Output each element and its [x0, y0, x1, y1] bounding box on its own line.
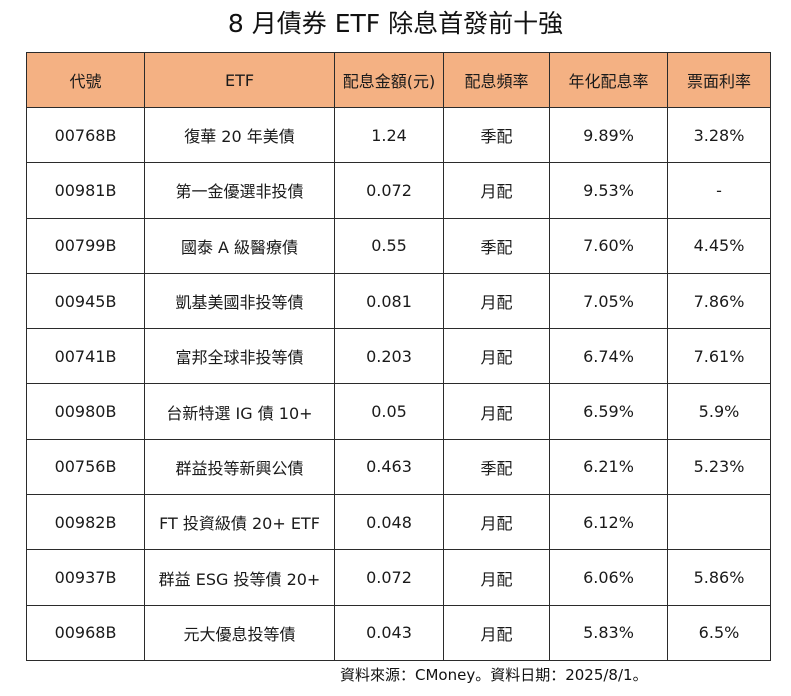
table-header-row: 代號 ETF 配息金額(元) 配息頻率 年化配息率 票面利率 [26, 52, 771, 108]
cell-dividend-amount: 0.072 [334, 162, 444, 219]
cell-code: 00768B [26, 106, 145, 164]
cell-dividend-amount: 0.048 [334, 494, 444, 551]
data-source-note: 資料來源：CMoney。資料日期：2025/8/1。 [340, 666, 648, 684]
cell-dividend-frequency: 月配 [443, 549, 550, 606]
cell-dividend-amount: 0.463 [334, 438, 444, 496]
cell-annualized-yield: 6.06% [549, 549, 668, 606]
cell-code: 00968B [26, 604, 145, 661]
cell-dividend-frequency: 月配 [443, 383, 550, 440]
cell-annualized-yield: 6.21% [549, 438, 668, 496]
cell-annualized-yield: 6.59% [549, 383, 668, 440]
cell-dividend-amount: 1.24 [334, 106, 444, 164]
cell-annualized-yield: 9.53% [549, 162, 668, 219]
cell-code: 00945B [26, 272, 145, 330]
cell-dividend-amount: 0.043 [334, 604, 444, 661]
header-dividend-amount: 配息金額(元) [334, 52, 444, 108]
cell-annualized-yield: 9.89% [549, 106, 668, 164]
cell-dividend-frequency: 季配 [443, 438, 550, 496]
cell-etf-name: 台新特選 IG 債 10+ [144, 383, 335, 440]
header-dividend-frequency: 配息頻率 [443, 52, 550, 108]
cell-etf-name: 凱基美國非投等債 [144, 272, 335, 330]
cell-annualized-yield: 6.12% [549, 494, 668, 551]
cell-dividend-frequency: 月配 [443, 272, 550, 330]
cell-dividend-frequency: 月配 [443, 604, 550, 661]
cell-coupon-rate: 4.45% [667, 217, 771, 274]
cell-code: 00981B [26, 162, 145, 219]
cell-etf-name: FT 投資級債 20+ ETF [144, 494, 335, 551]
cell-etf-name: 復華 20 年美債 [144, 106, 335, 164]
table-row: 00768B 復華 20 年美債 1.24 季配 9.89% 3.28% [26, 106, 771, 164]
cell-code: 00799B [26, 217, 145, 274]
cell-etf-name: 第一金優選非投債 [144, 162, 335, 219]
header-coupon-rate: 票面利率 [667, 52, 771, 108]
cell-code: 00980B [26, 383, 145, 440]
table-row: 00968B 元大優息投等債 0.043 月配 5.83% 6.5% [26, 604, 771, 661]
cell-coupon-rate: 3.28% [667, 106, 771, 164]
cell-code: 00982B [26, 494, 145, 551]
cell-annualized-yield: 7.60% [549, 217, 668, 274]
etf-dividend-table: 代號 ETF 配息金額(元) 配息頻率 年化配息率 票面利率 00768B 復華 … [26, 52, 771, 661]
cell-coupon-rate: 5.9% [667, 383, 771, 440]
cell-etf-name: 國泰 A 級醫療債 [144, 217, 335, 274]
cell-code: 00756B [26, 438, 145, 496]
cell-dividend-amount: 0.05 [334, 383, 444, 440]
cell-annualized-yield: 5.83% [549, 604, 668, 661]
cell-coupon-rate: 5.86% [667, 549, 771, 606]
page-title: 8 月債券 ETF 除息首發前十強 [227, 9, 564, 38]
cell-etf-name: 群益 ESG 投等債 20+ [144, 549, 335, 606]
cell-code: 00937B [26, 549, 145, 606]
cell-annualized-yield: 6.74% [549, 328, 668, 385]
cell-etf-name: 富邦全球非投等債 [144, 328, 335, 385]
table-row: 00937B 群益 ESG 投等債 20+ 0.072 月配 6.06% 5.86% [26, 549, 771, 606]
header-code: 代號 [26, 52, 145, 108]
cell-coupon-rate [667, 494, 771, 551]
table-row: 00980B 台新特選 IG 債 10+ 0.05 月配 6.59% 5.9% [26, 383, 771, 440]
header-annualized-yield: 年化配息率 [549, 52, 668, 108]
cell-coupon-rate: 7.61% [667, 328, 771, 385]
cell-dividend-amount: 0.55 [334, 217, 444, 274]
cell-etf-name: 元大優息投等債 [144, 604, 335, 661]
cell-dividend-frequency: 月配 [443, 328, 550, 385]
cell-annualized-yield: 7.05% [549, 272, 668, 330]
cell-dividend-frequency: 月配 [443, 162, 550, 219]
cell-etf-name: 群益投等新興公債 [144, 438, 335, 496]
cell-coupon-rate: 6.5% [667, 604, 771, 661]
cell-coupon-rate: 7.86% [667, 272, 771, 330]
cell-code: 00741B [26, 328, 145, 385]
cell-dividend-amount: 0.072 [334, 549, 444, 606]
cell-coupon-rate: - [667, 162, 771, 219]
cell-dividend-frequency: 月配 [443, 494, 550, 551]
table-row: 00799B 國泰 A 級醫療債 0.55 季配 7.60% 4.45% [26, 217, 771, 274]
header-etf: ETF [144, 52, 335, 108]
table-row: 00741B 富邦全球非投等債 0.203 月配 6.74% 7.61% [26, 328, 771, 385]
table-row: 00982B FT 投資級債 20+ ETF 0.048 月配 6.12% [26, 494, 771, 551]
cell-dividend-amount: 0.203 [334, 328, 444, 385]
table-row: 00981B 第一金優選非投債 0.072 月配 9.53% - [26, 162, 771, 219]
table-body: 00768B 復華 20 年美債 1.24 季配 9.89% 3.28% 00981B 第一金… [26, 106, 771, 661]
cell-dividend-frequency: 季配 [443, 106, 550, 164]
cell-dividend-amount: 0.081 [334, 272, 444, 330]
cell-dividend-frequency: 季配 [443, 217, 550, 274]
table-row: 00945B 凱基美國非投等債 0.081 月配 7.05% 7.86% [26, 272, 771, 330]
cell-coupon-rate: 5.23% [667, 438, 771, 496]
table-row: 00756B 群益投等新興公債 0.463 季配 6.21% 5.23% [26, 438, 771, 496]
